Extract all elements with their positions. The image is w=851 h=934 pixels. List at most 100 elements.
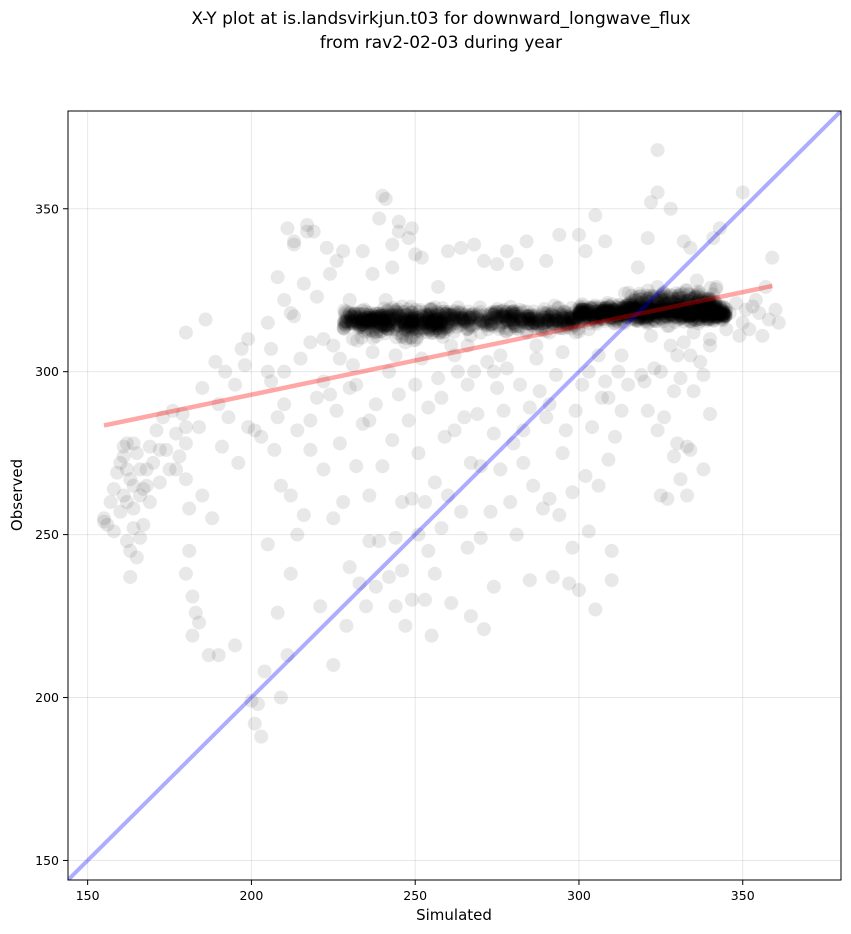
data-point — [412, 321, 427, 336]
data-point — [709, 308, 724, 323]
data-point — [362, 315, 377, 330]
data-point — [283, 566, 298, 581]
data-point — [701, 293, 716, 308]
data-point — [541, 313, 556, 328]
data-point — [371, 315, 386, 330]
data-point — [506, 436, 521, 451]
data-point — [603, 308, 618, 323]
data-point — [480, 354, 495, 369]
data-point — [686, 325, 701, 340]
data-point — [347, 307, 362, 322]
data-point — [354, 314, 369, 329]
data-point — [247, 716, 262, 731]
data-point — [525, 313, 540, 328]
data-point — [399, 315, 414, 330]
data-point — [583, 307, 598, 322]
data-point — [472, 314, 487, 329]
data-point — [287, 309, 302, 324]
data-point — [681, 310, 696, 325]
data-point — [460, 338, 475, 353]
data-point — [560, 317, 575, 332]
data-point — [385, 433, 400, 448]
data-point — [267, 442, 282, 457]
data-point — [382, 311, 397, 326]
data-point — [571, 321, 586, 336]
data-point — [685, 301, 700, 316]
data-point — [536, 310, 551, 325]
data-point — [657, 292, 672, 307]
data-point — [614, 306, 629, 321]
data-point — [376, 313, 391, 328]
data-point — [662, 304, 677, 319]
data-point — [466, 318, 481, 333]
data-point — [590, 306, 605, 321]
data-point — [596, 312, 611, 327]
data-point — [614, 302, 629, 317]
data-point — [384, 307, 399, 322]
data-point — [693, 304, 708, 319]
data-point — [546, 316, 561, 331]
data-point — [459, 312, 474, 327]
data-point — [376, 308, 391, 323]
data-point — [594, 301, 609, 316]
data-point — [707, 299, 722, 314]
data-point — [549, 367, 564, 382]
data-point — [439, 319, 454, 334]
data-point — [338, 314, 353, 329]
data-point — [463, 309, 478, 324]
data-point — [478, 318, 493, 333]
data-point — [547, 316, 562, 331]
data-point — [539, 314, 554, 329]
data-point — [717, 306, 732, 321]
data-point — [475, 314, 490, 329]
data-point — [610, 313, 625, 328]
data-point — [558, 423, 573, 438]
data-point — [390, 322, 405, 337]
data-point — [562, 310, 577, 325]
data-point — [264, 341, 279, 356]
data-point — [674, 308, 689, 323]
data-point — [603, 312, 618, 327]
data-point — [599, 309, 614, 324]
data-point — [642, 299, 657, 314]
data-point — [663, 338, 678, 353]
data-point — [657, 310, 672, 325]
data-point — [528, 315, 543, 330]
data-point — [347, 308, 362, 323]
data-point — [494, 309, 509, 324]
data-point — [362, 317, 377, 332]
data-point — [650, 305, 665, 320]
data-point — [360, 323, 375, 338]
data-point — [613, 306, 628, 321]
data-point — [435, 319, 450, 334]
data-point — [703, 312, 718, 327]
data-point — [435, 320, 450, 335]
data-point — [646, 305, 661, 320]
data-point — [607, 308, 622, 323]
data-point — [715, 304, 730, 319]
data-point — [673, 472, 688, 487]
data-point — [735, 315, 750, 330]
data-point — [391, 387, 406, 402]
data-point — [405, 313, 420, 328]
data-point — [368, 318, 383, 333]
data-point — [617, 316, 632, 331]
data-point — [413, 302, 428, 317]
data-point — [339, 316, 354, 331]
data-point — [446, 310, 461, 325]
data-point — [676, 304, 691, 319]
data-point — [116, 488, 131, 503]
data-point — [521, 313, 536, 328]
data-point — [380, 321, 395, 336]
data-point — [613, 304, 628, 319]
data-point — [178, 472, 193, 487]
data-point — [639, 306, 654, 321]
data-point — [538, 309, 553, 324]
data-point — [667, 315, 682, 330]
data-point — [657, 410, 672, 425]
data-point — [395, 314, 410, 329]
data-point — [643, 303, 658, 318]
data-point — [535, 309, 550, 324]
data-point — [419, 315, 434, 330]
data-point — [155, 410, 170, 425]
